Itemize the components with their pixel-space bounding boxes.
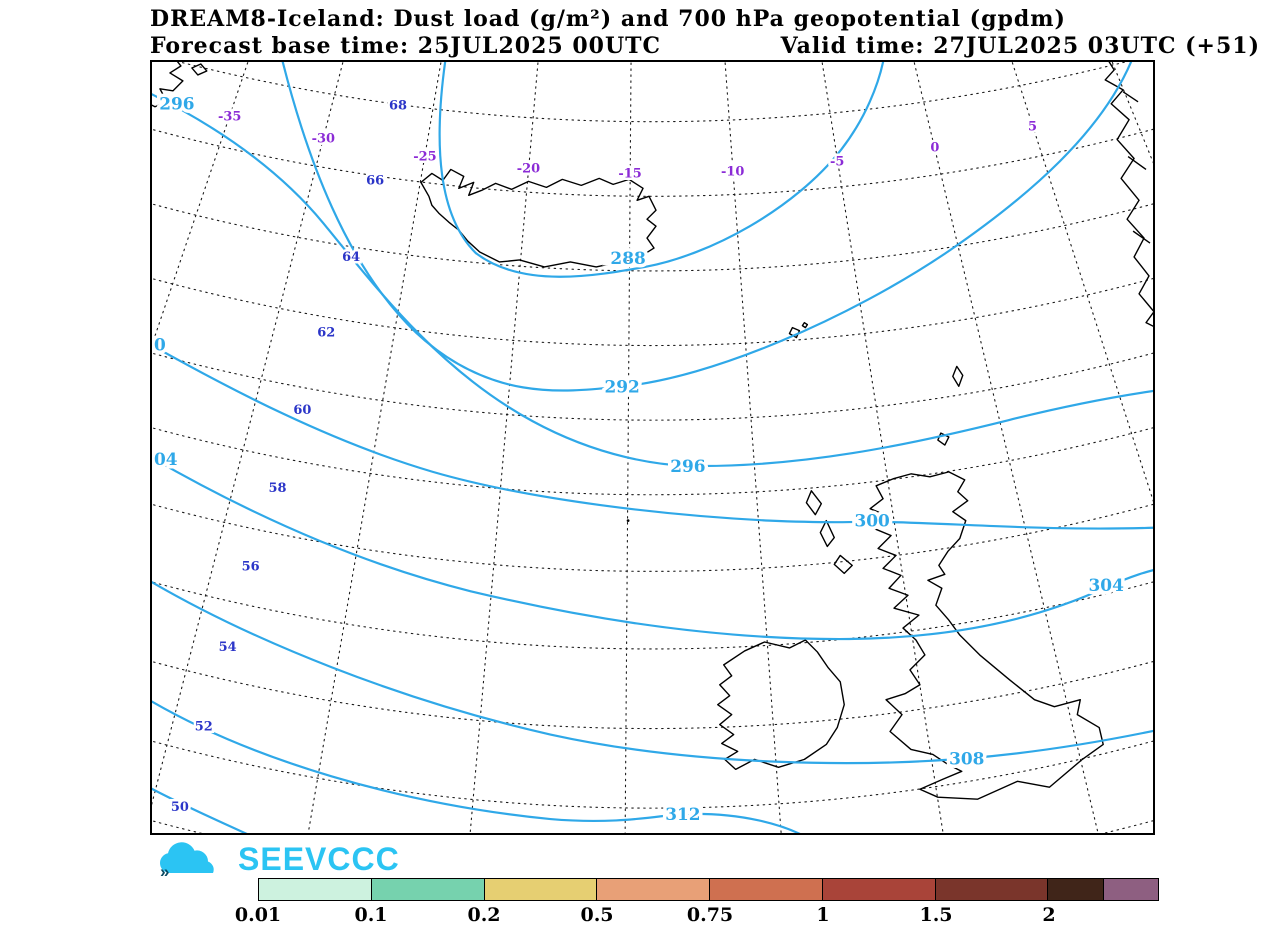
seevccc-logo: » (159, 842, 214, 881)
coastline-iceland (420, 168, 657, 268)
longitude-labels: -35 -30 -25 -20 -15 -10 -5 0 5 (216, 107, 1040, 184)
graticule-grid (152, 62, 1153, 833)
lon-label-m5: -5 (830, 154, 844, 169)
cloud-icon (159, 842, 214, 873)
contour-304 (152, 456, 1153, 641)
coastline-norway-fjords (1122, 91, 1151, 244)
coastline-hebrides (805, 490, 853, 575)
dust-load-colorbar: 0.01 0.1 0.2 0.5 0.75 1 1.5 2 (235, 878, 1159, 925)
lat-label-64: 64 (342, 250, 360, 265)
coastline-ireland (717, 639, 845, 771)
lon-label-5: 5 (1028, 120, 1037, 135)
contour-label-308: 308 (949, 748, 984, 768)
lat-label-62: 62 (317, 326, 335, 341)
colorbar-segment (259, 879, 372, 900)
colorbar-segment (1048, 879, 1104, 900)
contour-label-300-left: 0 (154, 335, 166, 355)
map-panel: 68 66 64 62 60 58 56 54 52 50 -35 -30 -2… (150, 60, 1155, 835)
logo-text: SEEVCCC (238, 841, 400, 877)
contour-label-288: 288 (610, 248, 645, 268)
colorbar-segment (935, 879, 1049, 900)
contour-value-labels: 296 288 292 296 0 04 300 304 308 312 (152, 90, 1128, 827)
colorbar-segment (1103, 879, 1159, 900)
colorbar-tick: 2 (1042, 904, 1056, 925)
geopotential-contours (152, 62, 1153, 833)
contour-316 (152, 787, 248, 833)
contour-label-296-topleft: 296 (159, 94, 194, 114)
contour-296 (152, 93, 1153, 468)
colorbar-tick: 0.5 (580, 904, 614, 925)
lat-label-58: 58 (268, 481, 286, 496)
contour-label-304-left: 04 (154, 449, 178, 469)
coastline-shetland (952, 365, 964, 388)
lat-label-68: 68 (389, 99, 407, 114)
coastline-greenland-islet (191, 63, 208, 76)
chart-title: DREAM8-Iceland: Dust load (g/m²) and 700… (150, 6, 1066, 32)
lat-label-56: 56 (242, 559, 260, 574)
contour-308 (152, 580, 1153, 765)
colorbar-tick: 0.2 (467, 904, 501, 925)
coastline-faroe (788, 321, 809, 339)
lon-label-m35: -35 (218, 110, 241, 125)
lat-label-60: 60 (293, 403, 311, 418)
contour-312 (152, 700, 801, 833)
colorbar-ticks: 0.01 0.1 0.2 0.5 0.75 1 1.5 2 (235, 901, 1159, 925)
colorbar-tick: 1 (816, 904, 830, 925)
contour-288 (438, 62, 885, 278)
lon-label-m10: -10 (721, 164, 744, 179)
lon-label-m25: -25 (413, 149, 436, 164)
lon-label-m15: -15 (618, 166, 641, 181)
contour-292 (281, 62, 1133, 392)
colorbar-segment (484, 879, 598, 900)
coastline-great-britain (869, 471, 1104, 800)
colorbar-segment (597, 879, 710, 900)
map-canvas: 68 66 64 62 60 58 56 54 52 50 -35 -30 -2… (152, 62, 1153, 833)
colorbar-tick: 0.75 (686, 904, 734, 925)
lat-label-66: 66 (366, 173, 384, 188)
latitude-labels: 68 66 64 62 60 58 56 54 52 50 (168, 96, 409, 817)
lon-label-m20: -20 (517, 161, 540, 176)
colorbar-tick: 0.1 (354, 904, 388, 925)
coastline-greenland (152, 62, 184, 108)
rockall-islet (626, 519, 630, 523)
colorbar-scale (258, 878, 1159, 901)
logo-chevrons-icon: » (160, 862, 169, 881)
coastline-norway (1104, 62, 1153, 327)
lon-label-m30: -30 (312, 132, 335, 147)
contour-300 (152, 344, 1153, 530)
lat-label-54: 54 (219, 640, 237, 655)
forecast-base-time: Forecast base time: 25JUL2025 00UTC (150, 33, 662, 59)
colorbar-segment (822, 879, 936, 900)
lat-label-52: 52 (195, 720, 213, 735)
contour-label-304: 304 (1089, 575, 1125, 595)
chart-header: DREAM8-Iceland: Dust load (g/m²) and 700… (150, 6, 1260, 59)
contour-label-296: 296 (670, 456, 705, 476)
valid-time: Valid time: 27JUL2025 03UTC (+51) (780, 33, 1260, 59)
colorbar-tick: 0.01 (234, 904, 282, 925)
contour-label-292: 292 (604, 376, 639, 396)
colorbar-segment (371, 879, 485, 900)
coastlines (152, 62, 1153, 800)
contour-label-312: 312 (665, 804, 700, 824)
colorbar-tick: 1.5 (919, 904, 953, 925)
lon-label-0: 0 (930, 141, 939, 156)
colorbar-segment (710, 879, 823, 900)
chart-subtitle: Forecast base time: 25JUL2025 00UTC Vali… (150, 33, 1260, 59)
lat-label-50: 50 (171, 800, 189, 815)
contour-label-300: 300 (854, 511, 889, 531)
